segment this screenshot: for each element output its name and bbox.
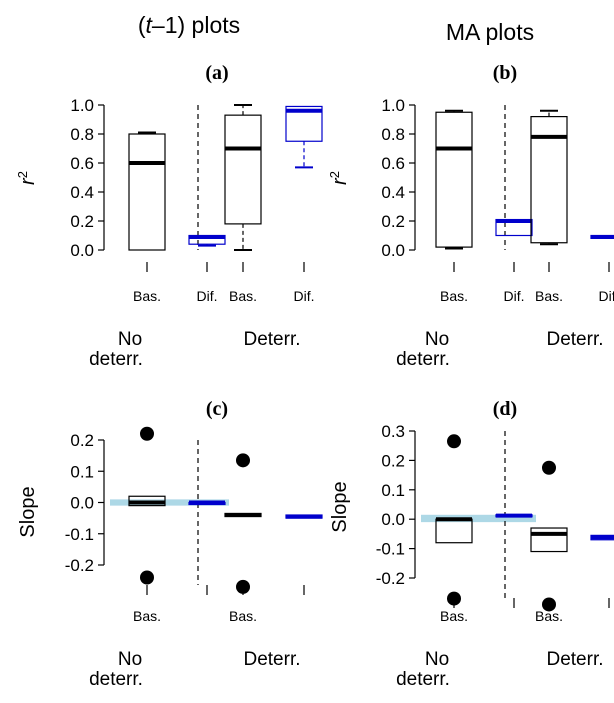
box [285, 105, 323, 142]
panel-d: (d) Slope -0.2 -0.1 0.0 0.1 0.2 0.3 Bas. Bas. No de… [329, 398, 614, 690]
panel-a: (a) r2 0.0 0.2 0.4 0.6 0.8 1.0 Bas. Dif. Bas. Dif. N… [15, 62, 323, 370]
outlier-point [140, 570, 154, 585]
outlier-point [447, 591, 461, 606]
chart-panels: (a) r2 0.0 0.2 0.4 0.6 0.8 1.0 Bas. Dif. Bas. Dif. N… [15, 62, 614, 690]
panel-b: (b) r2 0.0 0.2 0.4 0.6 0.8 1.0 Bas. Dif. Bas. Dif. N… [327, 62, 614, 370]
category-label: Bas. [133, 288, 161, 304]
category-label: Dif. [599, 288, 614, 304]
y-tick-label: 0.8 [381, 125, 405, 144]
outlier-point [542, 597, 556, 612]
group-label-deterr: Deterr. [546, 329, 603, 350]
category-label: Bas. [229, 608, 257, 624]
group-label-no-deterr: No deterr. [396, 329, 450, 370]
category-label: Dif. [294, 288, 315, 304]
column-title-left: (t–1) plots [138, 12, 240, 38]
y-tick-label: -0.2 [65, 556, 94, 575]
category-label: Dif. [504, 288, 525, 304]
y-tick-label: 1.0 [381, 96, 405, 115]
y-tick-label: -0.1 [65, 525, 94, 544]
box [435, 111, 473, 248]
outlier-point [447, 434, 461, 449]
outlier-point [542, 460, 556, 475]
y-tick-label: 0.4 [70, 183, 94, 202]
y-axis-label: Slope [329, 481, 351, 532]
y-axis-label: Slope [17, 486, 39, 537]
box [530, 527, 568, 553]
group-label-no-deterr: No deterr. [396, 649, 450, 690]
outlier-point [236, 579, 250, 594]
panel-label: (d) [493, 398, 517, 420]
y-tick-label: 0.0 [381, 241, 405, 260]
y-tick-label: 0.2 [70, 212, 94, 231]
y-axis-label: r2 [15, 171, 39, 185]
y-tick-label: 0.0 [381, 510, 405, 529]
box [224, 114, 262, 225]
group-label-no-deterr: No deterr. [89, 649, 143, 690]
panel-label: (c) [206, 398, 228, 420]
category-label: Bas. [440, 288, 468, 304]
y-tick-label: 0.1 [70, 462, 94, 481]
y-tick-label: -0.1 [376, 540, 405, 559]
group-label-deterr: Deterr. [546, 649, 603, 670]
y-tick-label: 0.8 [70, 125, 94, 144]
panel-label: (b) [493, 62, 517, 84]
y-tick-label: 0.2 [70, 431, 94, 450]
y-tick-label: 0.1 [381, 481, 405, 500]
reference-band [421, 514, 536, 523]
category-label: Bas. [440, 608, 468, 624]
y-tick-label: 0.0 [70, 241, 94, 260]
group-label-deterr: Deterr. [243, 329, 300, 350]
category-label: Bas. [133, 608, 161, 624]
y-tick-label: 0.6 [381, 154, 405, 173]
y-tick-label: 0.4 [381, 183, 405, 202]
y-tick-label: 0.6 [70, 154, 94, 173]
panel-c: (c) Slope -0.2 -0.1 0.0 0.1 0.2 Bas. Bas. No deter… [17, 398, 323, 690]
box [435, 518, 473, 544]
box [128, 133, 166, 251]
y-tick-label: 0.0 [70, 494, 94, 513]
y-tick-label: 0.3 [381, 422, 405, 441]
group-label-no-deterr: No deterr. [89, 329, 143, 370]
outlier-point [236, 453, 250, 468]
y-tick-label: 1.0 [70, 96, 94, 115]
y-tick-label: 0.2 [381, 451, 405, 470]
y-tick-label: 0.2 [381, 212, 405, 231]
y-axis-label: r2 [327, 171, 351, 185]
category-label: Bas. [229, 288, 257, 304]
column-title-right: MA plots [446, 19, 534, 45]
panel-label: (a) [205, 62, 228, 84]
category-label: Bas. [535, 608, 563, 624]
group-label-deterr: Deterr. [243, 649, 300, 670]
box [530, 115, 568, 244]
category-label: Bas. [535, 288, 563, 304]
reference-band [110, 499, 229, 506]
y-tick-label: -0.2 [376, 569, 405, 588]
outlier-point [140, 426, 154, 441]
category-label: Dif. [197, 288, 218, 304]
